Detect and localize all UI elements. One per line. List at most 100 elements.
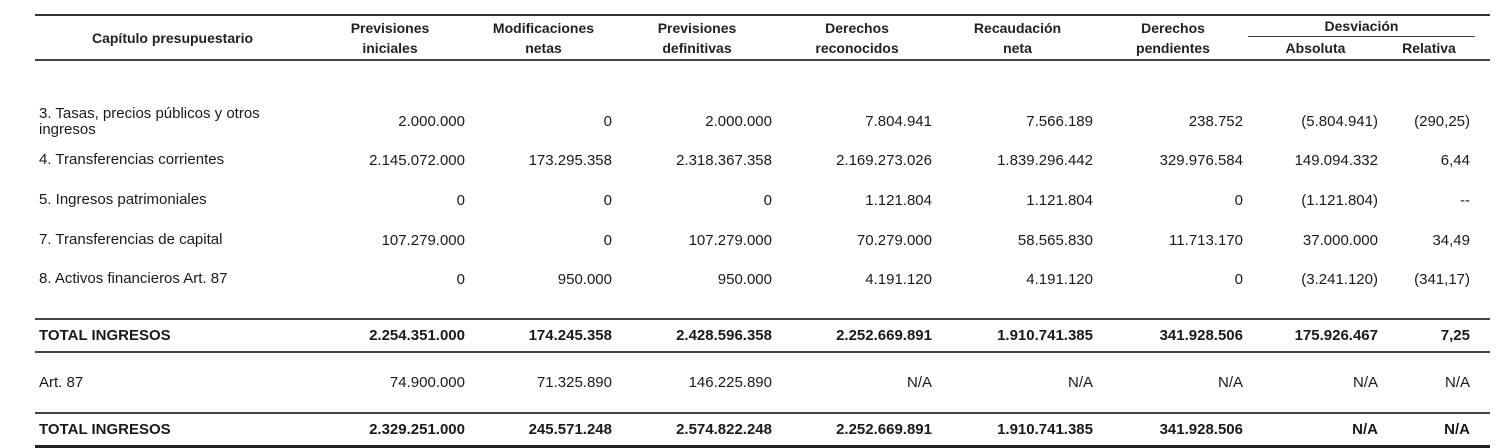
- cell-value: 146.225.890: [688, 374, 772, 391]
- row-label: TOTAL INGRESOS: [35, 412, 310, 448]
- header-previsiones-iniciales: Previsiones iniciales: [310, 15, 470, 61]
- cell-value: 0: [456, 191, 465, 209]
- cell-value: 58.565.830: [1017, 231, 1093, 249]
- cell-value: 245.571.248: [470, 412, 617, 448]
- cell-value: 2.145.072.000: [369, 151, 465, 169]
- cell-value: N/A: [906, 374, 932, 391]
- cell-value: 0: [1234, 191, 1243, 209]
- cell-value: 174.245.358: [470, 318, 617, 353]
- cell-value: 175.926.467: [1248, 318, 1383, 353]
- cell-value: 341.928.506: [1098, 412, 1248, 448]
- cell-value: N/A: [1383, 412, 1475, 448]
- cell-value: 107.279.000: [688, 231, 772, 249]
- cell-value: 173.295.358: [528, 151, 612, 169]
- cell-value: N/A: [1444, 374, 1470, 391]
- header-modificaciones-netas: Modificaciones netas: [470, 15, 617, 61]
- cell-value: --: [1460, 191, 1470, 209]
- header-absoluta: Absoluta: [1248, 36, 1383, 61]
- header-spacer: [1475, 15, 1490, 61]
- table-row: 7. Transferencias de capital 107.279.000 0…: [35, 220, 1490, 260]
- table-body: 3. Tasas, precios públicos y otros ingre…: [35, 60, 1490, 448]
- cell-value: 34,49: [1432, 231, 1470, 249]
- cell-value: 71.325.890: [536, 374, 612, 391]
- cell-value: 329.976.584: [1159, 151, 1243, 169]
- header-relativa: Relativa: [1383, 36, 1475, 61]
- total-row: TOTAL INGRESOS 2.254.351.000 174.245.358 2.…: [35, 318, 1490, 353]
- cell-value: 7.566.189: [1026, 113, 1093, 130]
- header-recaudacion-neta: Recaudación neta: [937, 15, 1098, 61]
- cell-value: 341.928.506: [1098, 318, 1248, 353]
- cell-value: 2.169.273.026: [836, 151, 932, 169]
- table-row: 3. Tasas, precios públicos y otros ingre…: [35, 60, 1490, 140]
- cell-value: 1.839.296.442: [997, 151, 1093, 169]
- row-spacer: [1475, 220, 1490, 260]
- cell-value: 7,25: [1383, 318, 1475, 353]
- cell-value: (5.804.941): [1301, 113, 1378, 130]
- table-header: Capítulo presupuestario Previsiones inici…: [35, 15, 1490, 61]
- row-spacer: [1475, 60, 1490, 140]
- cell-value: 4.191.120: [1026, 271, 1093, 288]
- table-row: 5. Ingresos patrimoniales 0 0 0 1.121.804 1.1…: [35, 180, 1490, 220]
- row-spacer: [1475, 352, 1490, 413]
- row-label: 3. Tasas, precios públicos y otros ingre…: [39, 105, 260, 138]
- cell-value: N/A: [1352, 374, 1378, 391]
- cell-value: 107.279.000: [381, 231, 465, 249]
- cell-value: 2.000.000: [705, 113, 772, 130]
- cell-value: 2.329.251.000: [310, 412, 470, 448]
- cell-value: 2.252.669.891: [777, 318, 937, 353]
- cell-value: 70.279.000: [856, 231, 932, 249]
- cell-value: 1.121.804: [865, 191, 932, 209]
- cell-value: 6,44: [1440, 151, 1470, 169]
- cell-value: 0: [603, 191, 612, 209]
- cell-value: 11.713.170: [1169, 231, 1243, 249]
- row-label: 4. Transferencias corrientes: [39, 151, 225, 168]
- cell-value: 950.000: [717, 271, 772, 288]
- cell-value: 1.910.741.385: [937, 318, 1098, 353]
- cell-value: 0: [1234, 271, 1243, 288]
- cell-value: 74.900.000: [389, 374, 465, 391]
- cell-value: (341,17): [1414, 271, 1470, 288]
- table-row: 4. Transferencias corrientes 2.145.072.00…: [35, 140, 1490, 180]
- row-label: 5. Ingresos patrimoniales: [39, 191, 207, 208]
- row-spacer: [1475, 180, 1490, 220]
- cell-value: N/A: [1248, 412, 1383, 448]
- cell-value: (1.121.804): [1301, 191, 1378, 209]
- cell-value: 37.000.000: [1302, 231, 1378, 249]
- row-spacer: [1475, 260, 1490, 319]
- row-spacer: [1475, 318, 1490, 353]
- header-capitulo: Capítulo presupuestario: [35, 15, 310, 61]
- cell-value: 4.191.120: [865, 271, 932, 288]
- cell-value: 0: [603, 113, 612, 130]
- header-derechos-reconocidos: Derechos reconocidos: [777, 15, 937, 61]
- cell-value: 2.254.351.000: [310, 318, 470, 353]
- row-label: TOTAL INGRESOS: [35, 318, 310, 353]
- cell-value: 2.252.669.891: [777, 412, 937, 448]
- header-previsiones-definitivas: Previsiones definitivas: [617, 15, 777, 61]
- row-label: Art. 87: [39, 373, 84, 391]
- table-row: 8. Activos financieros Art. 87 0 950.000 95…: [35, 260, 1490, 319]
- cell-value: 0: [763, 191, 772, 209]
- cell-value: 0: [456, 271, 465, 288]
- budget-income-table: Capítulo presupuestario Previsiones inici…: [35, 14, 1490, 448]
- cell-value: 2.000.000: [398, 113, 465, 130]
- cell-value: 2.574.822.248: [617, 412, 777, 448]
- header-desviacion: Desviación: [1248, 15, 1475, 37]
- cell-value: 149.094.332: [1294, 151, 1378, 169]
- total-row-with-art87: TOTAL INGRESOS 2.329.251.000 245.571.248 2.…: [35, 412, 1490, 448]
- table-row-art87: Art. 87 74.900.000 71.325.890 146.225.890 N/…: [35, 352, 1490, 413]
- cell-value: 238.752: [1188, 113, 1243, 130]
- cell-value: 950.000: [557, 271, 612, 288]
- cell-value: 2.318.367.358: [676, 151, 772, 169]
- cell-value: 1.121.804: [1026, 191, 1093, 209]
- row-spacer: [1475, 412, 1490, 448]
- cell-value: 1.910.741.385: [937, 412, 1098, 448]
- row-spacer: [1475, 140, 1490, 180]
- row-label: 8. Activos financieros Art. 87: [39, 270, 228, 287]
- cell-value: (290,25): [1414, 113, 1470, 130]
- cell-value: 7.804.941: [865, 113, 932, 130]
- header-derechos-pendientes: Derechos pendientes: [1098, 15, 1248, 61]
- cell-value: N/A: [1067, 374, 1093, 391]
- row-label: 7. Transferencias de capital: [39, 231, 223, 248]
- cell-value: (3.241.120): [1301, 271, 1378, 288]
- cell-value: 2.428.596.358: [617, 318, 777, 353]
